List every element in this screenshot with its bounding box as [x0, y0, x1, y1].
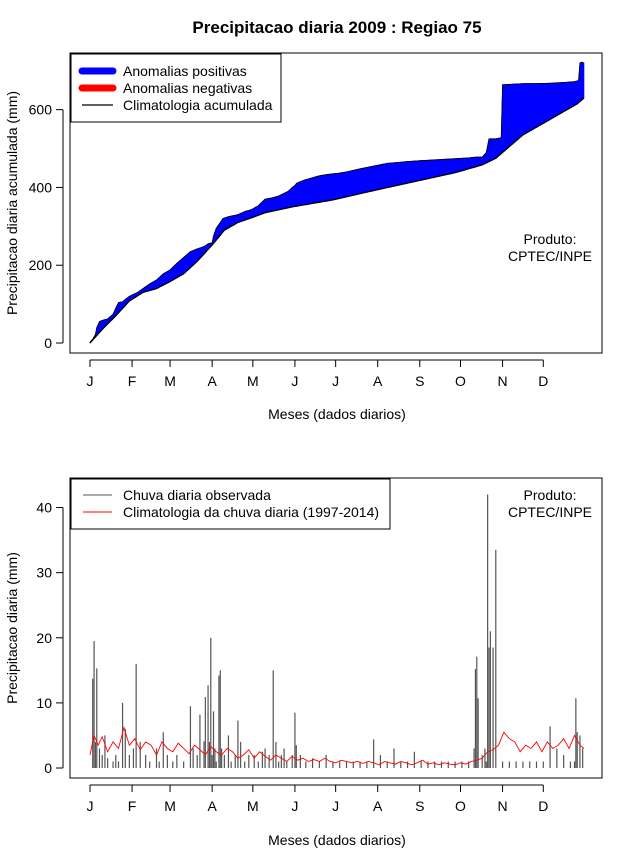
legend-label-observed: Chuva diaria observada [123, 487, 271, 503]
plot-frame [69, 477, 603, 779]
x-tick-label: M [247, 373, 259, 389]
observed-accumulated-line [89, 61, 585, 343]
x-tick-label: F [128, 798, 137, 814]
legend: Chuva diaria observada Climatologia da c… [70, 478, 391, 530]
x-tick-label: J [87, 373, 94, 389]
legend-label-negative: Anomalias negativas [123, 80, 252, 96]
y-tick-label: 10 [36, 695, 52, 711]
y-tick-label: 40 [36, 500, 52, 516]
product-note-line2: CPTEC/INPE [508, 248, 592, 264]
chart-title: Precipitacao diaria 2009 : Regiao 75 [192, 18, 481, 37]
product-note-line2: CPTEC/INPE [508, 504, 592, 520]
x-tick-label: A [373, 798, 383, 814]
legend-label-positive: Anomalias positivas [123, 63, 247, 79]
legend-label-climatology: Climatologia acumulada [123, 97, 273, 113]
x-tick-label: A [207, 373, 217, 389]
accumulated-chart: J F M A M J J A S O N D 0 200 400 600 Meses (dados diar… [4, 52, 603, 422]
x-tick-label: J [87, 798, 94, 814]
x-axis-label: Meses (dados diarios) [268, 406, 406, 422]
daily-chart: J F M A M J J A S O N D 0 10 20 30 40 Meses (dados diari… [4, 477, 603, 848]
x-tick-label: D [538, 373, 548, 389]
x-tick-label: A [207, 798, 217, 814]
x-tick-label: M [247, 798, 259, 814]
x-tick-label: J [332, 798, 339, 814]
x-tick-label: O [455, 373, 466, 389]
product-note-line1: Produto: [524, 487, 577, 503]
x-tick-label: O [455, 798, 466, 814]
x-tick-label: J [332, 373, 339, 389]
positive-anomaly-band [582, 62, 585, 100]
y-axis-label: Precipitacao diaria (mm) [4, 552, 20, 704]
legend-box [70, 478, 391, 530]
x-tick-label: M [164, 373, 176, 389]
y-axis-label: Precipitacao diaria acumulada (mm) [4, 91, 20, 315]
x-tick-label: S [415, 798, 424, 814]
x-axis-label: Meses (dados diarios) [268, 832, 406, 848]
climatology-daily-line [89, 725, 585, 766]
y-tick-label: 0 [44, 760, 52, 776]
x-tick-label: N [498, 373, 508, 389]
y-tick-label: 600 [29, 102, 53, 118]
x-tick-label: N [498, 798, 508, 814]
x-tick-label: D [538, 798, 548, 814]
plot-frame [69, 52, 603, 354]
x-tick-label: J [291, 798, 298, 814]
y-tick-label: 400 [29, 179, 53, 195]
x-tick-label: J [291, 373, 298, 389]
product-note-line1: Produto: [524, 231, 577, 247]
x-tick-label: M [164, 798, 176, 814]
climatology-accumulated-line [89, 97, 585, 344]
y-tick-label: 20 [36, 630, 52, 646]
x-tick-label: F [128, 373, 137, 389]
legend-label-climatology: Climatologia da chuva diaria (1997-2014) [123, 504, 379, 520]
x-tick-label: S [415, 373, 424, 389]
y-tick-label: 200 [29, 257, 53, 273]
x-tick-label: A [373, 373, 383, 389]
y-tick-label: 0 [44, 335, 52, 351]
y-tick-label: 30 [36, 565, 52, 581]
legend: Anomalias positivas Anomalias negativas … [70, 53, 282, 123]
